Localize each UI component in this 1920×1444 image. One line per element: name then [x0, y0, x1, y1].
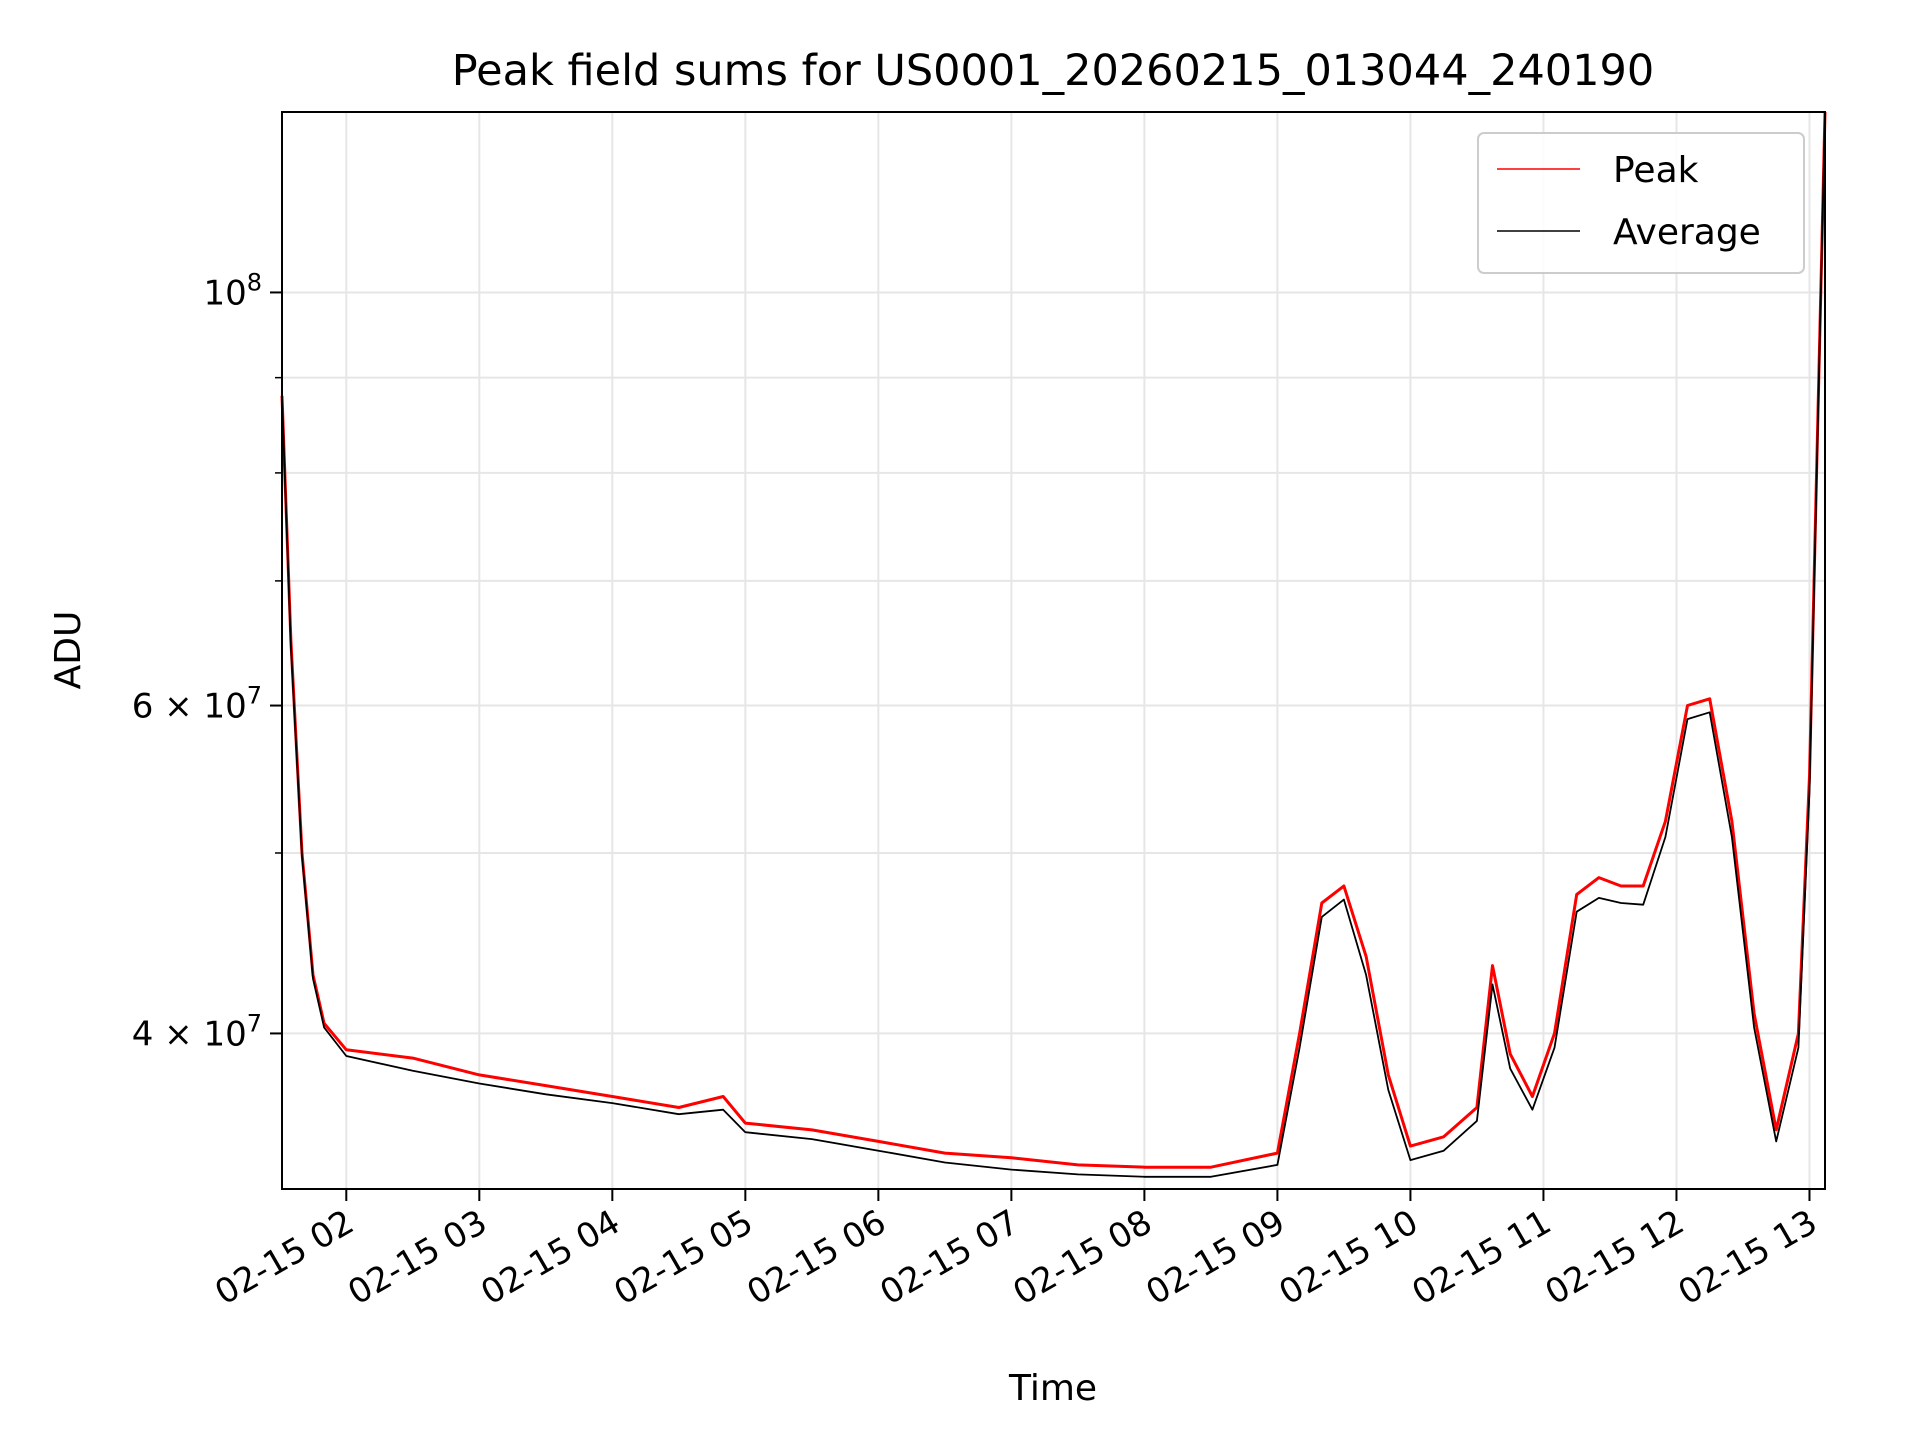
chart-title: Peak field sums for US0001_20260215_0130…: [452, 46, 1655, 96]
x-axis-label: Time: [1008, 1368, 1097, 1409]
series-line-average: [281, 111, 1826, 1178]
legend-label-peak: Peak: [1613, 150, 1699, 191]
legend-box: [1477, 132, 1805, 274]
series-layer: [280, 111, 1827, 1178]
legend: Peak Average: [1477, 132, 1805, 274]
series-line-peak: [280, 111, 1827, 1169]
y-tick-label: 6 × 107: [132, 682, 262, 727]
legend-label-average: Average: [1613, 212, 1761, 253]
y-tick-label: 108: [203, 268, 262, 313]
grid: [282, 112, 1825, 1189]
y-axis-label: ADU: [48, 611, 89, 690]
y-tick-label: 4 × 107: [132, 1009, 262, 1054]
plot-frame: [281, 111, 1826, 1190]
